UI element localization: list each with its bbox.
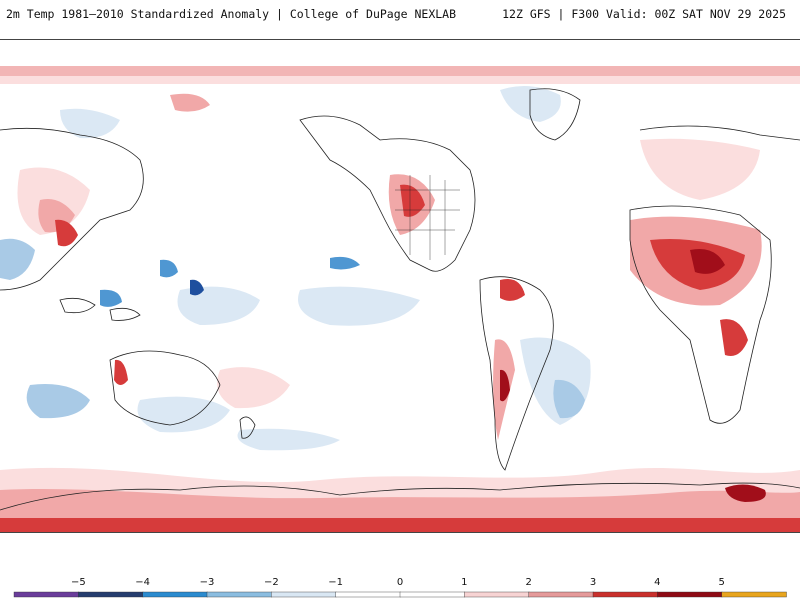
- warm-core: [720, 319, 748, 356]
- greenland-outline: [529, 88, 581, 141]
- colorbar-tick-label: 0: [397, 577, 403, 588]
- colorbar: −5 −4 −3 −2 −1 0 1 2 3 4 5: [0, 570, 800, 600]
- colorbar-tick-label: −3: [200, 577, 215, 588]
- western-us-warm-core: [400, 184, 425, 217]
- antarctica-outline: [0, 482, 800, 511]
- us-state-borders: [395, 175, 460, 260]
- colorbar-segment: [657, 591, 723, 598]
- map-header: 2m Temp 1981–2010 Standardized Anomaly |…: [0, 0, 800, 40]
- footer-divider: [0, 532, 800, 533]
- cool-core: [330, 256, 360, 270]
- colorbar-tick-label: 4: [654, 577, 660, 588]
- indonesia-outline: [59, 297, 141, 321]
- colorbar-svg: −5 −4 −3 −2 −1 0 1 2 3 4 5: [13, 577, 787, 598]
- colorbar-tick-label: 1: [461, 577, 467, 588]
- cool-core: [190, 279, 204, 296]
- colorbar-segment: [206, 591, 273, 598]
- model-valid-time: 12Z GFS | F300 Valid: 00Z SAT NOV 29 202…: [502, 7, 786, 21]
- warm-core: [500, 279, 525, 301]
- world-anomaly-map[interactable]: [0, 40, 800, 532]
- australia-outline: [109, 350, 221, 426]
- colorbar-segment: [528, 591, 594, 598]
- cool-patch: [177, 286, 260, 325]
- andes-warm-core: [500, 369, 510, 402]
- africa-outline: [629, 205, 772, 424]
- colorbar-segment: [592, 591, 659, 598]
- arctic-anomaly-band: [0, 66, 800, 76]
- colorbar-segment: [464, 591, 530, 598]
- south-atlantic-cool-core: [553, 379, 585, 419]
- cool-patch: [0, 238, 35, 280]
- cool-core: [160, 259, 178, 278]
- colorbar-tick-label: 3: [590, 577, 596, 588]
- antarctic-anomaly-strong: [0, 518, 800, 532]
- warm-patch: [217, 367, 290, 409]
- colorbar-segment: [78, 591, 144, 598]
- greenland-cool-anomaly: [500, 86, 561, 122]
- cool-patch: [26, 384, 91, 419]
- colorbar-tick-label: −2: [264, 577, 279, 588]
- cool-patch: [60, 108, 120, 139]
- new-zealand-outline: [239, 416, 256, 439]
- cool-patch: [298, 286, 420, 326]
- colorbar-tick-label: −4: [135, 577, 150, 588]
- colorbar-segment: [142, 591, 208, 598]
- product-title: 2m Temp 1981–2010 Standardized Anomaly |…: [6, 7, 457, 21]
- colorbar-tick-label: 5: [718, 577, 724, 588]
- asia-warm-core: [55, 219, 78, 247]
- cool-patch: [237, 428, 340, 451]
- warm-patch: [170, 93, 210, 112]
- colorbar-segment: [335, 591, 401, 598]
- europe-warm-anomaly: [640, 138, 760, 200]
- colorbar-segment: [271, 591, 337, 598]
- antarctic-hotspot: [725, 484, 766, 502]
- warm-core: [114, 359, 128, 385]
- coastlines: [0, 88, 800, 511]
- colorbar-segment: [399, 591, 466, 598]
- arctic-anomaly-band-light: [0, 76, 800, 84]
- north-america-outline: [299, 115, 476, 272]
- eurasia-outline: [0, 125, 800, 291]
- africa-hotspot: [690, 249, 725, 274]
- colorbar-segment: [721, 591, 787, 598]
- colorbar-tick-label: −5: [71, 577, 86, 588]
- south-america-outline: [479, 276, 554, 471]
- cool-core: [100, 289, 122, 307]
- colorbar-segment: [13, 591, 80, 598]
- map-svg: [0, 40, 800, 532]
- colorbar-tick-label: 2: [525, 577, 531, 588]
- colorbar-tick-label: −1: [328, 577, 343, 588]
